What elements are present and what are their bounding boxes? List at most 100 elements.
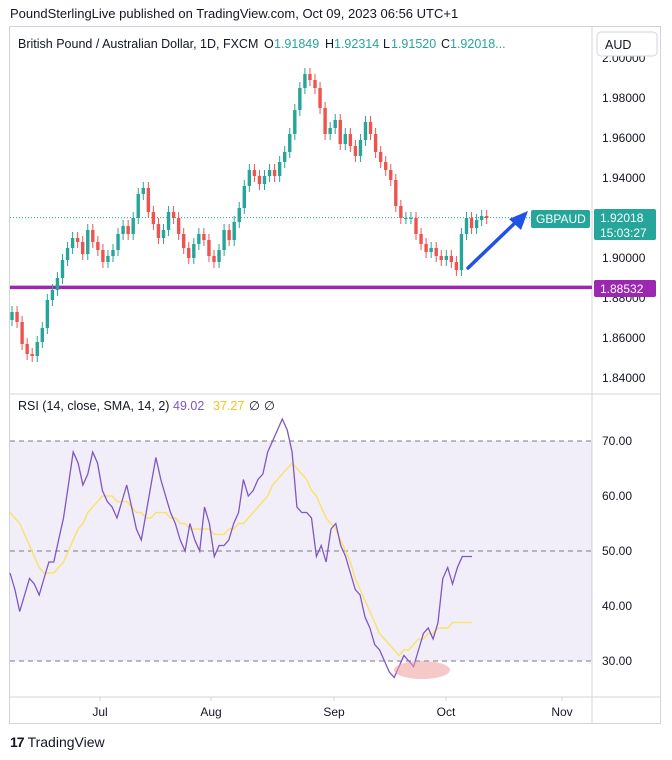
rsi-tick-label: 60.00 (602, 489, 632, 503)
candle-body (328, 128, 332, 134)
symbol-tag: GBPAUD (531, 210, 590, 228)
candle-body (272, 170, 277, 176)
rsi-tick-label: 40.00 (602, 599, 632, 613)
candle-body (267, 170, 272, 176)
candle-body (20, 322, 24, 344)
last-price-countdown: 15:03:27 (600, 226, 647, 240)
brand-name: TradingView (27, 734, 105, 750)
candle-body (60, 260, 65, 278)
candle-body (479, 216, 484, 220)
rsi-title: RSI (14, close, SMA, 14, 2) (18, 399, 169, 413)
price-tick-label: 1.94000 (602, 171, 646, 185)
chart-frame (9, 26, 661, 724)
candle-body (252, 170, 257, 176)
candle-body (146, 188, 151, 212)
rsi-sma-line (9, 461, 472, 657)
candle-body (469, 218, 474, 228)
candle-body (156, 224, 161, 238)
candle-body (293, 110, 297, 134)
candle-body (126, 226, 130, 234)
candle-body (10, 312, 14, 320)
support-value: 1.88532 (600, 282, 644, 296)
candle-body (454, 262, 459, 270)
rsi-tick-label: 70.00 (602, 434, 632, 448)
candle-body (474, 220, 479, 228)
candle-body (404, 218, 408, 219)
candle-body (343, 134, 347, 144)
ohlc-l-label: L (383, 37, 390, 51)
candle-body (75, 238, 80, 242)
candle-body (247, 170, 252, 186)
candle-body (151, 212, 156, 224)
candle-body (323, 108, 327, 134)
currency-label: AUD (605, 38, 631, 52)
candle-body (389, 170, 393, 180)
candle-body (449, 256, 454, 262)
candle-body (353, 146, 358, 156)
rsi-extra-2: ∅ (264, 399, 275, 413)
rsi-tick-label: 50.00 (602, 544, 632, 558)
candle-body (161, 230, 166, 238)
candle-body (166, 212, 171, 230)
candle-body (116, 234, 120, 250)
candles (10, 68, 489, 362)
candle-body (45, 300, 50, 328)
candle-body (232, 222, 236, 240)
price-tick-label: 1.90000 (602, 251, 646, 265)
support-label: 1.88532 (594, 280, 656, 297)
time-tick-label: Oct (437, 705, 456, 719)
candle-body (429, 248, 433, 252)
time-tick-label: Nov (551, 705, 572, 719)
candle-body (131, 218, 135, 234)
ohlc-o-label: O (264, 37, 274, 51)
candle-body (338, 120, 342, 144)
candle-body (176, 218, 181, 234)
ohlc-low: 1.91520 (391, 37, 436, 51)
candle-body (207, 240, 211, 256)
candle-body (262, 176, 267, 184)
chart-title: British Pound / Australian Dollar, 1D, F… (18, 37, 258, 51)
candle-body (242, 186, 246, 208)
candle-body (257, 176, 262, 184)
price-tick-label: 1.84000 (602, 371, 646, 385)
candle-body (283, 152, 287, 162)
candle-body (227, 230, 231, 240)
candle-body (40, 328, 44, 342)
candle-body (202, 234, 206, 240)
rsi-line (9, 417, 472, 679)
candle-body (308, 74, 312, 80)
candle-body (313, 80, 317, 88)
ohlc-high: 1.92314 (334, 37, 379, 51)
ohlc-close: 1.92018... (450, 37, 506, 51)
candle-body (444, 256, 448, 260)
candle-body (277, 162, 282, 176)
candle-body (171, 212, 176, 218)
footer-brand: 17 TradingView (10, 734, 105, 750)
candle-body (358, 140, 363, 156)
candle-body (96, 242, 100, 250)
candle-body (197, 234, 201, 244)
time-tick-label: Aug (200, 705, 221, 719)
candle-body (81, 242, 85, 254)
rsi-pane (9, 417, 592, 679)
ohlc-open: 1.91849 (274, 37, 319, 51)
candle-body (111, 250, 115, 256)
last-price-value: 1.92018 (600, 211, 644, 225)
candle-body (217, 250, 221, 262)
time-tick-label: Jul (92, 705, 107, 719)
price-tick-label: 1.86000 (602, 331, 646, 345)
ohlc-c-label: C (441, 37, 450, 51)
candle-body (25, 344, 29, 354)
rsi-extra-1: ∅ (249, 399, 260, 413)
candle-body (409, 218, 413, 219)
candle-body (30, 354, 34, 356)
candle-body (288, 134, 292, 152)
trend-arrow[interactable] (466, 211, 528, 270)
candle-body (101, 250, 105, 262)
candle-body (373, 134, 378, 152)
candle-body (65, 248, 70, 260)
rsi-tick-label: 30.00 (602, 654, 632, 668)
currency-selector[interactable]: AUD (596, 31, 658, 57)
symbol-tag-text: GBPAUD (536, 212, 586, 226)
